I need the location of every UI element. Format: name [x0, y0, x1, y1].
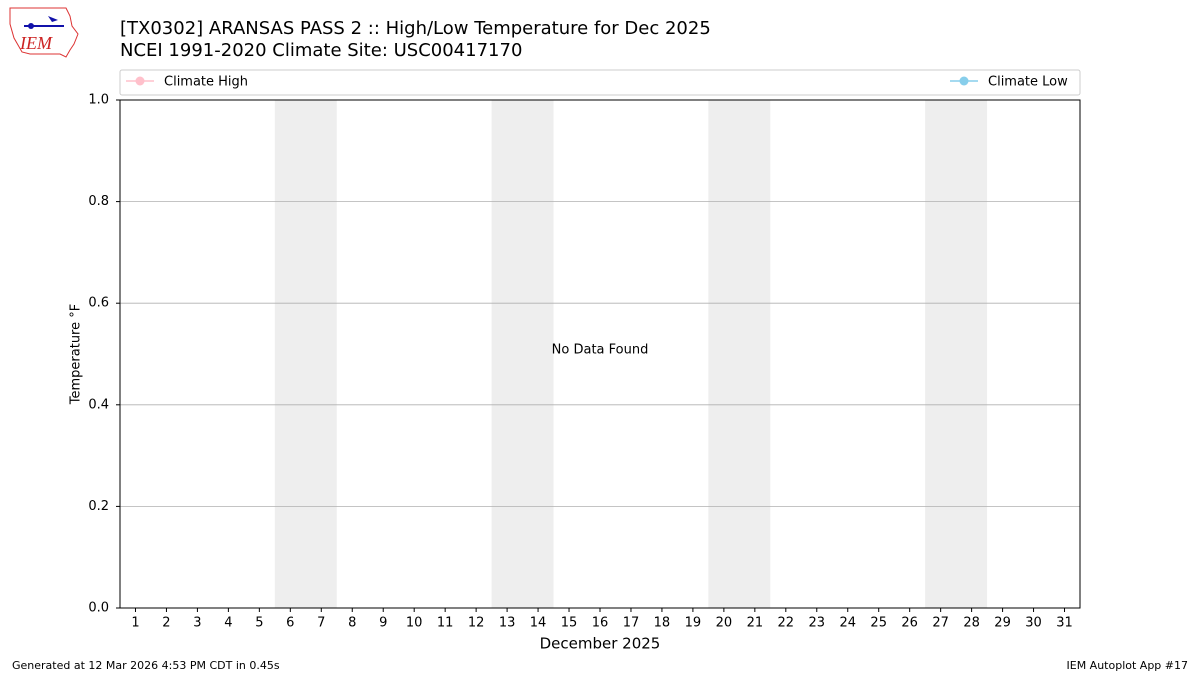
x-axis-label: December 2025	[540, 635, 661, 653]
logo-text: IEM	[19, 33, 53, 53]
x-tick-label: 18	[654, 616, 671, 631]
legend-label: Climate Low	[988, 75, 1068, 90]
x-tick-label: 3	[193, 616, 201, 631]
y-tick-label: 0.8	[88, 194, 109, 209]
legend-marker	[959, 76, 969, 86]
legend-entry: Climate High	[126, 75, 248, 90]
x-tick-label: 9	[379, 616, 387, 631]
x-tick-label: 14	[530, 616, 547, 631]
y-tick-label: 0.2	[88, 499, 109, 514]
x-tick-label: 16	[592, 616, 609, 631]
x-tick-label: 6	[286, 616, 294, 631]
x-tick-label: 11	[437, 616, 454, 631]
y-axis-label: Temperature °F	[69, 304, 84, 405]
logo-outline	[9, 7, 79, 58]
footer-right: IEM Autoplot App #17	[1067, 659, 1189, 672]
x-tick-label: 13	[499, 616, 516, 631]
x-tick-label: 30	[1025, 616, 1042, 631]
legend-frame	[119, 69, 1081, 96]
x-tick-label: 17	[623, 616, 640, 631]
x-tick-label: 7	[317, 616, 325, 631]
x-tick-label: 22	[778, 616, 795, 631]
x-tick-label: 31	[1056, 616, 1073, 631]
x-tick-label: 10	[406, 616, 423, 631]
y-tick-label: 0.0	[88, 601, 109, 616]
x-tick-label: 19	[685, 616, 702, 631]
x-tick-label: 5	[255, 616, 263, 631]
x-tick-label: 29	[994, 616, 1011, 631]
chart-title: [TX0302] ARANSAS PASS 2 :: High/Low Temp…	[120, 18, 711, 39]
x-tick-label: 25	[870, 616, 887, 631]
x-tick-label: 26	[901, 616, 918, 631]
x-tick-label: 20	[716, 616, 733, 631]
x-tick-label: 23	[809, 616, 826, 631]
logo-flag	[48, 16, 58, 22]
x-tick-label: 15	[561, 616, 578, 631]
plot-frame	[119, 99, 1081, 609]
x-tick-label: 21	[747, 616, 764, 631]
x-tick-label: 8	[348, 616, 356, 631]
x-tick-label: 27	[932, 616, 949, 631]
y-tick-label: 0.6	[88, 296, 109, 311]
legend-entry: Climate Low	[950, 75, 1068, 90]
weekend-band	[708, 100, 771, 608]
annotation: No Data Found	[552, 343, 649, 358]
x-tick-label: 2	[162, 616, 170, 631]
x-tick-label: 4	[224, 616, 232, 631]
logo: IEM	[9, 7, 79, 58]
chart-subtitle: NCEI 1991-2020 Climate Site: USC00417170	[120, 40, 522, 61]
x-tick-label: 24	[839, 616, 856, 631]
y-tick-label: 0.4	[88, 397, 109, 412]
weekend-band	[491, 100, 554, 608]
weekend-band	[274, 100, 337, 608]
y-tick-label: 1.0	[88, 93, 109, 108]
weekend-band	[925, 100, 988, 608]
x-tick-label: 12	[468, 616, 485, 631]
logo-dot	[28, 23, 34, 29]
legend-label: Climate High	[164, 75, 248, 90]
footer-left: Generated at 12 Mar 2026 4:53 PM CDT in …	[12, 659, 280, 672]
legend-marker	[135, 76, 145, 86]
x-tick-label: 28	[963, 616, 980, 631]
x-tick-label: 1	[131, 616, 139, 631]
